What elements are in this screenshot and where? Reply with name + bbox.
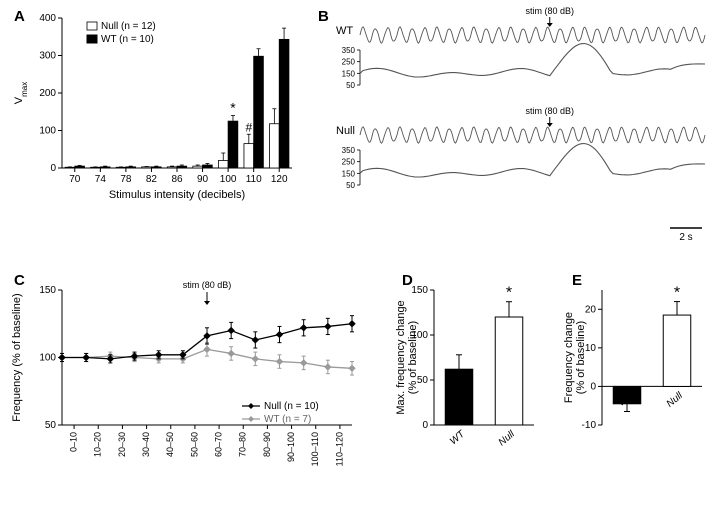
svg-text:100: 100 xyxy=(220,174,237,185)
svg-text:*: * xyxy=(230,100,236,116)
panel-c-chart: 50 100 150 0–10 10–20 20–30 30–40 40–50 50–60 60–… xyxy=(0,270,400,520)
svg-text:350: 350 xyxy=(342,46,356,55)
svg-text:20: 20 xyxy=(585,304,597,315)
panel-d-chart: 050100150WTNull*Max. frequency change(% … xyxy=(392,270,557,520)
svg-text:Max. frequency change: Max. frequency change xyxy=(395,300,407,414)
svg-text:Null: Null xyxy=(336,125,355,137)
svg-text:(% of baseline): (% of baseline) xyxy=(407,321,419,394)
svg-text:74: 74 xyxy=(95,174,107,185)
svg-text:0: 0 xyxy=(422,420,428,431)
svg-text:Null (n = 10): Null (n = 10) xyxy=(264,401,319,412)
svg-text:40–50: 40–50 xyxy=(165,432,175,457)
svg-text:250: 250 xyxy=(342,58,356,67)
svg-text:50: 50 xyxy=(346,81,355,90)
svg-text:WT: WT xyxy=(448,428,468,447)
svg-text:70–80: 70–80 xyxy=(238,432,248,457)
figure-root: A B C D E 010020030040070747882869010011… xyxy=(0,0,720,522)
svg-text:*: * xyxy=(506,285,512,302)
svg-text:120: 120 xyxy=(271,174,288,185)
svg-text:0: 0 xyxy=(590,381,596,392)
svg-text:50: 50 xyxy=(346,181,355,190)
svg-text:2 s: 2 s xyxy=(679,232,692,243)
svg-text:WT (n = 7): WT (n = 7) xyxy=(264,414,311,425)
svg-text:WT (n = 10): WT (n = 10) xyxy=(101,34,154,45)
svg-text:stim (80 dB): stim (80 dB) xyxy=(183,280,232,290)
svg-text:350: 350 xyxy=(342,146,356,155)
svg-text:stim (80 dB): stim (80 dB) xyxy=(525,6,574,16)
svg-text:50–60: 50–60 xyxy=(189,432,199,457)
svg-text:Null: Null xyxy=(665,390,686,410)
svg-text:300: 300 xyxy=(39,51,56,62)
svg-text:Vmax: Vmax xyxy=(13,82,29,104)
svg-text:150: 150 xyxy=(342,169,356,178)
svg-text:200: 200 xyxy=(39,88,56,99)
svg-text:70: 70 xyxy=(69,174,81,185)
svg-text:82: 82 xyxy=(146,174,158,185)
svg-text:#: # xyxy=(245,120,252,134)
panel-a-chart: 0 100 200 300 400 70 74 78 82 86 90 100 110 120 * # Stim… xyxy=(0,0,310,210)
svg-text:60–70: 60–70 xyxy=(213,432,223,457)
svg-text:Frequency (% of baseline): Frequency (% of baseline) xyxy=(11,293,23,421)
panel-b-traces: stim (80 dB) WT 50 150 250 350 stim (80 dB) Nul… xyxy=(330,0,710,250)
svg-text:90: 90 xyxy=(197,174,209,185)
svg-text:150: 150 xyxy=(39,285,56,296)
svg-text:250: 250 xyxy=(342,158,356,167)
svg-text:100: 100 xyxy=(39,353,56,364)
svg-text:WT: WT xyxy=(336,25,353,37)
svg-text:20–30: 20–30 xyxy=(117,432,127,457)
svg-text:80–90: 80–90 xyxy=(262,432,272,457)
svg-text:86: 86 xyxy=(171,174,183,185)
panel-label-b: B xyxy=(318,8,329,25)
svg-text:90–100: 90–100 xyxy=(286,432,296,462)
svg-text:150: 150 xyxy=(411,285,428,296)
svg-text:Stimulus intensity (decibels): Stimulus intensity (decibels) xyxy=(109,189,245,201)
svg-text:(% of baseline): (% of baseline) xyxy=(575,321,587,394)
svg-text:110: 110 xyxy=(246,174,262,185)
svg-text:110–120: 110–120 xyxy=(334,432,344,466)
svg-text:Frequency change: Frequency change xyxy=(563,312,575,403)
svg-text:Null (n = 12): Null (n = 12) xyxy=(101,21,156,32)
svg-text:stim (80 dB): stim (80 dB) xyxy=(525,106,574,116)
svg-text:0–10: 0–10 xyxy=(68,432,78,452)
svg-text:78: 78 xyxy=(120,174,132,185)
svg-text:0: 0 xyxy=(50,163,56,174)
svg-text:10–20: 10–20 xyxy=(93,432,103,457)
svg-text:*: * xyxy=(674,285,680,302)
svg-text:30–40: 30–40 xyxy=(141,432,151,457)
svg-text:50: 50 xyxy=(45,420,57,431)
svg-text:-10: -10 xyxy=(582,420,597,431)
svg-text:Null: Null xyxy=(497,428,518,448)
svg-text:100: 100 xyxy=(39,126,56,137)
panel-e-chart: -1001020WTNull*Frequency change(% of bas… xyxy=(560,270,720,520)
svg-text:400: 400 xyxy=(39,13,56,24)
svg-text:150: 150 xyxy=(342,69,356,78)
svg-text:100–110: 100–110 xyxy=(310,432,320,466)
